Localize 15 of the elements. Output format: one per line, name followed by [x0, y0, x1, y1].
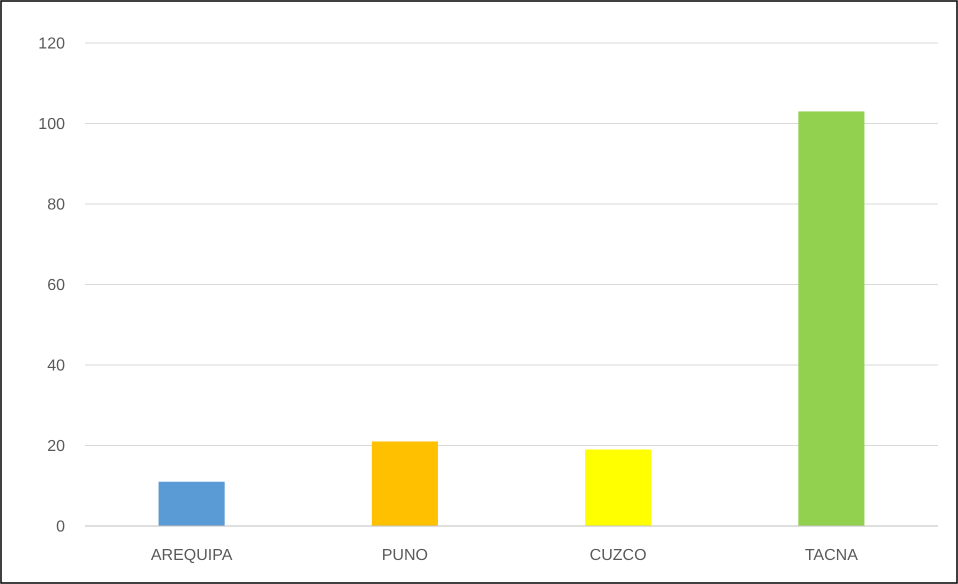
- x-tick-label: PUNO: [382, 547, 428, 564]
- y-tick-label: 60: [47, 277, 66, 294]
- bar: [798, 111, 864, 526]
- y-tick-label: 0: [56, 518, 66, 536]
- y-tick-label: 80: [47, 196, 66, 214]
- x-tick-label: CUZCO: [590, 547, 647, 564]
- y-tick-label: 100: [38, 116, 66, 134]
- bar: [372, 441, 438, 526]
- y-tick-label: 20: [47, 438, 66, 456]
- y-tick-label: 40: [47, 358, 66, 375]
- y-tick-label: 120: [38, 36, 66, 53]
- bar: [158, 482, 225, 526]
- x-tick-label: AREQUIPA: [150, 547, 233, 564]
- x-tick-label: TACNA: [804, 547, 858, 564]
- bar: [585, 450, 652, 526]
